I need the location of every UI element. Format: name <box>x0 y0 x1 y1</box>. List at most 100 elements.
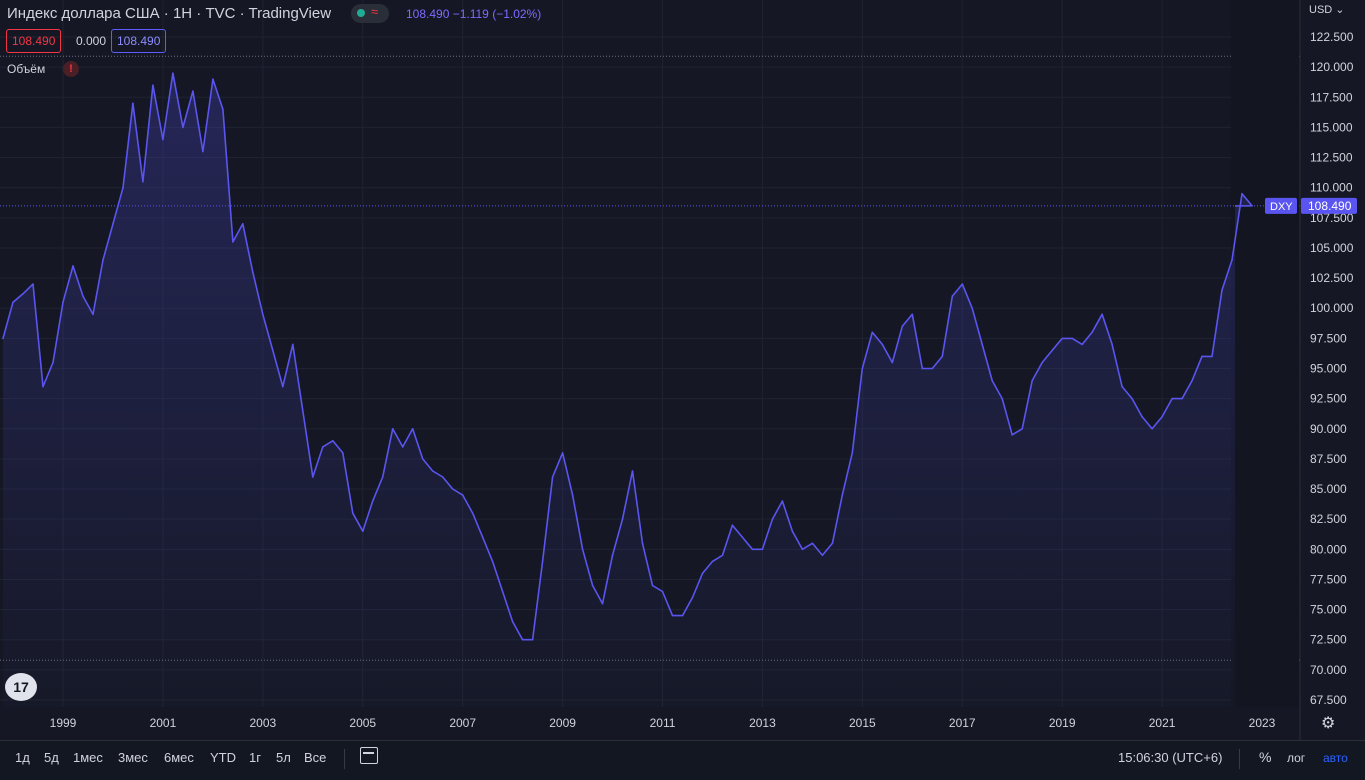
data-point <box>1071 337 1073 340</box>
data-point <box>1241 192 1243 195</box>
data-point <box>1091 331 1093 334</box>
data-point <box>581 548 584 551</box>
data-point <box>801 548 804 551</box>
data-point <box>671 614 674 617</box>
data-point <box>511 620 514 623</box>
data-point <box>122 186 124 189</box>
data-point <box>212 78 214 80</box>
data-point <box>142 180 144 183</box>
range-6m-button[interactable]: 6мес <box>164 750 194 765</box>
range-5d-button[interactable]: 5д <box>44 750 59 765</box>
data-point <box>611 554 614 557</box>
data-point <box>731 524 734 526</box>
data-point <box>72 265 74 267</box>
data-point <box>491 560 494 563</box>
y-tick-label: 107.500 <box>1310 211 1354 225</box>
price-chart[interactable]: 122.500 120.000 117.500 115.000 112.500 110.0… <box>0 0 1365 740</box>
range-3m-button[interactable]: 3мес <box>118 750 148 765</box>
data-point <box>322 446 324 448</box>
data-point <box>1121 385 1123 388</box>
range-1y-button[interactable]: 1г <box>249 750 261 765</box>
data-point <box>1061 337 1063 340</box>
x-tick-label: 2009 <box>549 716 576 730</box>
market-status[interactable]: ≈ <box>351 4 389 23</box>
gear-icon[interactable]: ⚙ <box>1321 715 1336 732</box>
data-point <box>362 530 364 532</box>
data-point <box>1131 397 1133 400</box>
y-tick-label: 105.000 <box>1310 241 1354 255</box>
data-point <box>381 476 384 478</box>
data-point <box>102 259 104 261</box>
y-tick-label: 75.000 <box>1310 603 1347 617</box>
warning-icon[interactable]: ! <box>63 61 79 77</box>
data-point <box>1201 355 1203 358</box>
data-point <box>371 500 374 502</box>
data-point <box>1011 434 1013 436</box>
data-point <box>871 331 874 334</box>
data-point <box>661 590 664 593</box>
sell-price-box[interactable]: 108.490 <box>6 29 62 53</box>
data-point <box>461 494 464 496</box>
range-1m-button[interactable]: 1мес <box>73 750 103 765</box>
data-point <box>941 355 944 358</box>
data-point <box>591 584 594 587</box>
data-point <box>182 126 184 129</box>
data-point <box>441 476 444 478</box>
data-point <box>641 542 644 545</box>
x-axis-ticks[interactable]: 1999 2001 2003 2005 2007 2009 2011 2013 2015 2017… <box>50 716 1276 730</box>
data-point <box>861 367 864 370</box>
y-tick-label: 110.000 <box>1310 181 1353 195</box>
data-point <box>92 313 94 316</box>
data-point <box>1251 205 1253 207</box>
x-tick-label: 1999 <box>50 716 77 730</box>
x-tick-label: 2001 <box>150 716 177 730</box>
data-point <box>811 542 814 545</box>
data-point <box>1231 259 1233 261</box>
data-point <box>42 385 44 388</box>
data-point <box>981 343 983 346</box>
data-point <box>32 283 34 285</box>
spread-value: 0.000 <box>76 34 107 48</box>
data-point <box>481 536 484 539</box>
percent-scale-button[interactable]: % <box>1259 749 1272 765</box>
auto-scale-button[interactable]: авто <box>1323 751 1348 765</box>
clock-time[interactable]: 15:06:30 (UTC+6) <box>1118 750 1223 765</box>
price-scale-bg[interactable] <box>1300 0 1365 740</box>
toolbar-divider <box>1239 749 1240 769</box>
data-point <box>342 452 344 454</box>
chevron-down-icon: ⌄ <box>1335 4 1345 16</box>
realtime-wave-icon: ≈ <box>371 4 379 19</box>
data-point <box>691 596 694 599</box>
currency-selector[interactable]: USD ⌄ <box>1309 3 1345 16</box>
chart-title: Индекс доллара США · 1Н · TVC · TradingV… <box>7 5 332 22</box>
y-tick-label: 67.500 <box>1310 693 1347 707</box>
log-scale-button[interactable]: лог <box>1287 751 1306 765</box>
data-point <box>162 138 164 141</box>
data-point <box>1151 428 1153 430</box>
toolbar-divider <box>344 749 345 769</box>
volume-label[interactable]: Объём <box>7 62 46 76</box>
data-point <box>741 536 744 539</box>
tradingview-logo-icon[interactable]: 17 <box>5 673 37 701</box>
data-point <box>401 446 404 448</box>
x-tick-label: 2003 <box>249 716 276 730</box>
data-point <box>421 458 424 460</box>
data-point <box>791 530 794 532</box>
range-all-button[interactable]: Все <box>304 750 327 765</box>
range-1d-button[interactable]: 1д <box>15 750 30 765</box>
data-point <box>711 560 714 563</box>
calendar-icon[interactable] <box>360 747 378 764</box>
x-tick-label: 2011 <box>650 716 676 730</box>
data-point <box>1211 355 1213 358</box>
range-ytd-button[interactable]: YTD <box>210 750 236 765</box>
market-open-icon <box>357 9 365 17</box>
data-point <box>931 367 934 370</box>
data-point <box>352 512 354 514</box>
buy-price-box[interactable]: 108.490 <box>111 29 167 53</box>
data-point <box>751 548 754 551</box>
data-point <box>172 72 174 74</box>
data-point <box>312 476 314 478</box>
data-point <box>701 572 704 575</box>
data-point <box>272 349 274 352</box>
range-5y-button[interactable]: 5л <box>276 750 291 765</box>
